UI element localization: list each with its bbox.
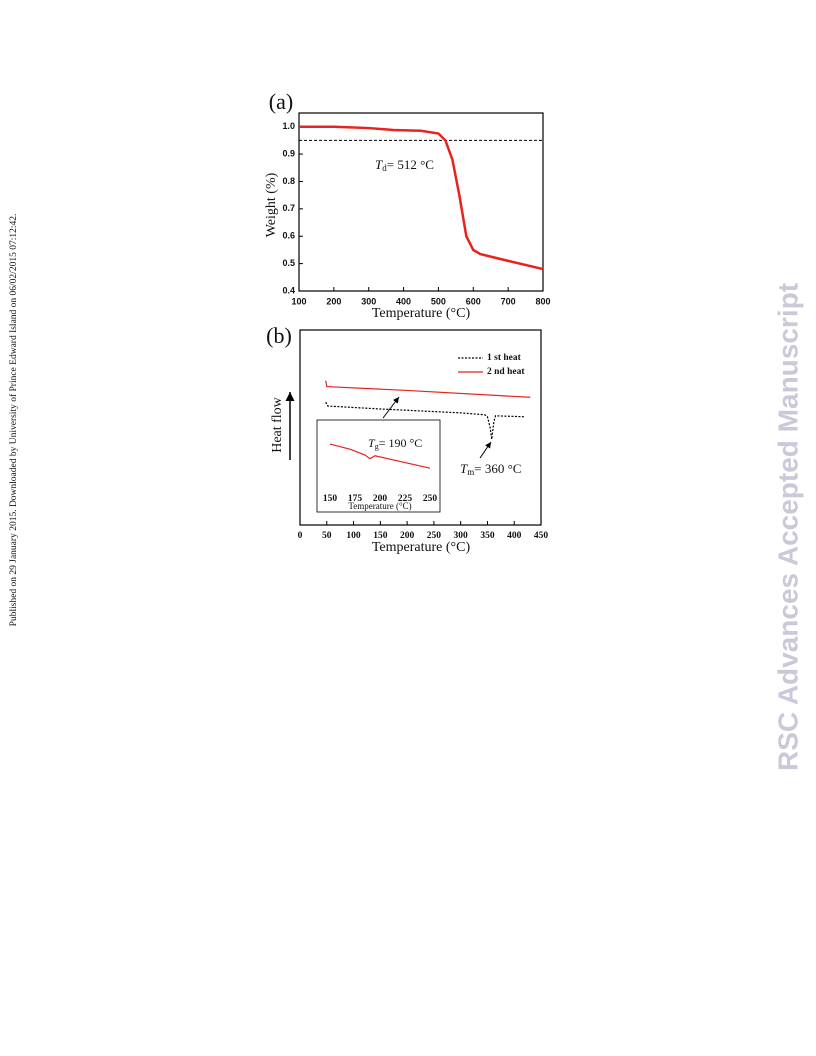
x-tick-label: 400 (507, 531, 522, 541)
y-axis-title: Weight (%) (264, 172, 279, 237)
x-tick-label: 300 (361, 296, 376, 306)
data-line (329, 443, 431, 469)
annotation-arrow (479, 441, 492, 459)
annotation-symbol: T (368, 436, 376, 450)
x-tick-label: 175 (348, 494, 363, 504)
x-tick-label: 100 (291, 296, 306, 306)
annotation-symbol: T (460, 461, 468, 476)
y-tick-label: 0.4 (282, 285, 295, 295)
plots: 100 200 300 400 500 600 700 8000.40.50.60.70.80… (282, 112, 551, 541)
sidebar-note: Published on 29 January 2015. Downloaded… (8, 214, 19, 627)
annotation: Tg= 190 °C (368, 436, 422, 451)
annotation-subscript: d (382, 163, 387, 173)
legend-label: 1 st heat (487, 353, 522, 363)
annotation-text: = 190 °C (379, 436, 423, 450)
annotation-symbol: T (375, 157, 383, 172)
inset-x-axis-title: Temperature (°C) (348, 501, 411, 511)
x-tick-label: 50 (322, 531, 332, 541)
x-tick-label: 100 (346, 531, 361, 541)
x-tick-label: 300 (454, 531, 469, 541)
x-axis-title: Temperature (°C) (372, 306, 471, 321)
x-tick-label: 500 (431, 296, 446, 306)
data-line (299, 125, 544, 271)
y-tick-label: 0.7 (282, 203, 295, 213)
annotation-text: = 512 °C (387, 157, 434, 172)
plot-frame (299, 329, 542, 526)
x-axis-title: Temperature (°C) (372, 540, 471, 555)
x-tick-label: 150 (373, 531, 388, 541)
watermark: RSC Advances Accepted Manuscript (772, 283, 803, 771)
x-tick-label: 400 (396, 296, 411, 306)
y-tick-label: 0.8 (282, 176, 295, 186)
annotation-subscript: g (375, 442, 379, 451)
y-tick-label: 0.9 (282, 148, 295, 158)
y-tick-label: 0.5 (282, 258, 295, 268)
x-tick-label: 800 (535, 296, 550, 306)
x-tick-label: 200 (326, 296, 341, 306)
x-tick-label: 150 (323, 494, 338, 504)
x-tick-label: 250 (427, 531, 442, 541)
x-tick-label: 600 (466, 296, 481, 306)
x-tick-label: 250 (423, 494, 438, 504)
data-line (325, 401, 525, 440)
data-line (325, 380, 531, 398)
y-tick-label: 0.6 (282, 231, 295, 241)
y-tick-label: 1.0 (282, 121, 295, 131)
legend-label: 2 nd heat (487, 367, 525, 377)
x-tick-label: 700 (501, 296, 516, 306)
x-tick-label: 200 (373, 494, 388, 504)
annotation-arrow (382, 396, 400, 419)
panel-label: (a) (269, 89, 293, 114)
plot-frame (298, 112, 544, 292)
annotation-text: = 360 °C (474, 461, 521, 476)
x-tick-label: 450 (534, 531, 549, 541)
annotation: Td= 512 °C (375, 157, 434, 173)
x-tick-label: 200 (400, 531, 415, 541)
x-tick-label: 225 (398, 494, 413, 504)
annotation: Tm= 360 °C (460, 461, 521, 477)
x-tick-label: 0 (298, 531, 303, 541)
annotation-subscript: m (467, 467, 474, 477)
panel-label: (b) (266, 323, 292, 348)
x-tick-label: 350 (480, 531, 495, 541)
y-axis-title: Heat flow (270, 396, 285, 452)
